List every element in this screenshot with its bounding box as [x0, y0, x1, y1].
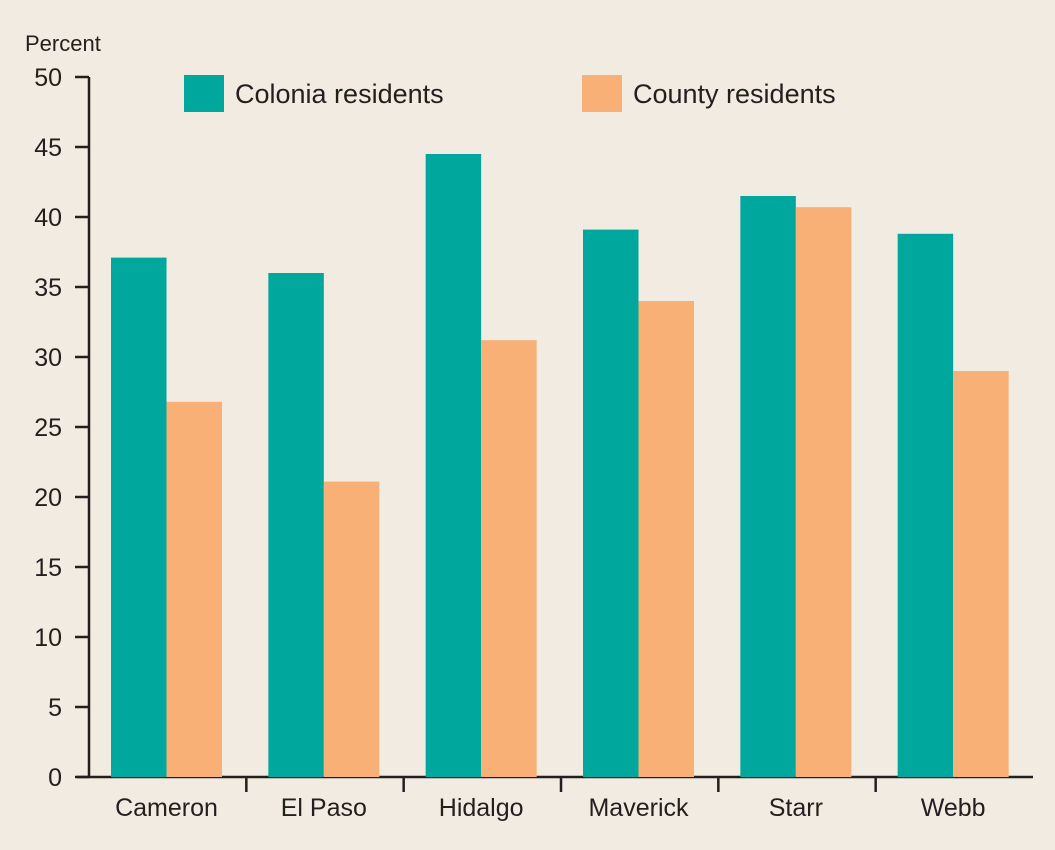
y-tick-label: 0: [48, 764, 62, 792]
bar-county-residents-hidalgo: [481, 340, 537, 777]
x-tick-label-hidalgo: Hidalgo: [439, 794, 524, 822]
y-tick-label: 20: [34, 484, 62, 512]
legend-swatch-colonia-residents: [184, 75, 224, 112]
bar-colonia-residents-el-paso: [268, 273, 324, 777]
tick-labels: 0 5 10 15 20 25 30 35 40 45 50 Cameron El Paso Hidalg…: [25, 31, 986, 822]
y-tick-label: 45: [34, 134, 62, 162]
y-tick-label: 5: [48, 694, 62, 722]
y-tick-label: 25: [34, 414, 62, 442]
y-tick-label: 40: [34, 204, 62, 232]
x-tick-label-cameron: Cameron: [115, 794, 218, 822]
legend-swatch-county-residents: [582, 75, 622, 112]
y-axis-unit-label: Percent: [25, 31, 101, 56]
bar-colonia-residents-maverick: [583, 229, 639, 778]
bar-colonia-residents-hidalgo: [425, 154, 482, 777]
bar-county-residents-starr: [795, 207, 852, 777]
bar-colonia-residents-cameron: [111, 257, 167, 778]
y-tick-label: 15: [34, 554, 62, 582]
y-tick-label: 35: [34, 274, 62, 302]
y-tick-label: 30: [34, 344, 62, 372]
bar-county-residents-cameron: [166, 401, 222, 777]
axes: [75, 75, 1033, 792]
bar-county-residents-webb: [953, 371, 1009, 777]
x-tick-label-el-paso: El Paso: [281, 794, 367, 822]
x-tick-label-starr: Starr: [769, 794, 823, 822]
legend: Colonia residents County residents: [184, 75, 836, 112]
legend-label-colonia-residents: Colonia residents: [235, 79, 444, 109]
x-tick-label-maverick: Maverick: [588, 794, 689, 822]
bars: [111, 154, 1009, 778]
legend-label-county-residents: County residents: [633, 79, 836, 109]
y-tick-label: 10: [34, 624, 62, 652]
bar-county-residents-maverick: [638, 301, 694, 777]
bar-colonia-residents-starr: [740, 196, 796, 777]
bar-county-residents-el-paso: [323, 481, 380, 777]
y-tick-label: 50: [34, 64, 62, 92]
bar-colonia-residents-webb: [897, 233, 954, 778]
x-tick-label-webb: Webb: [921, 794, 986, 822]
